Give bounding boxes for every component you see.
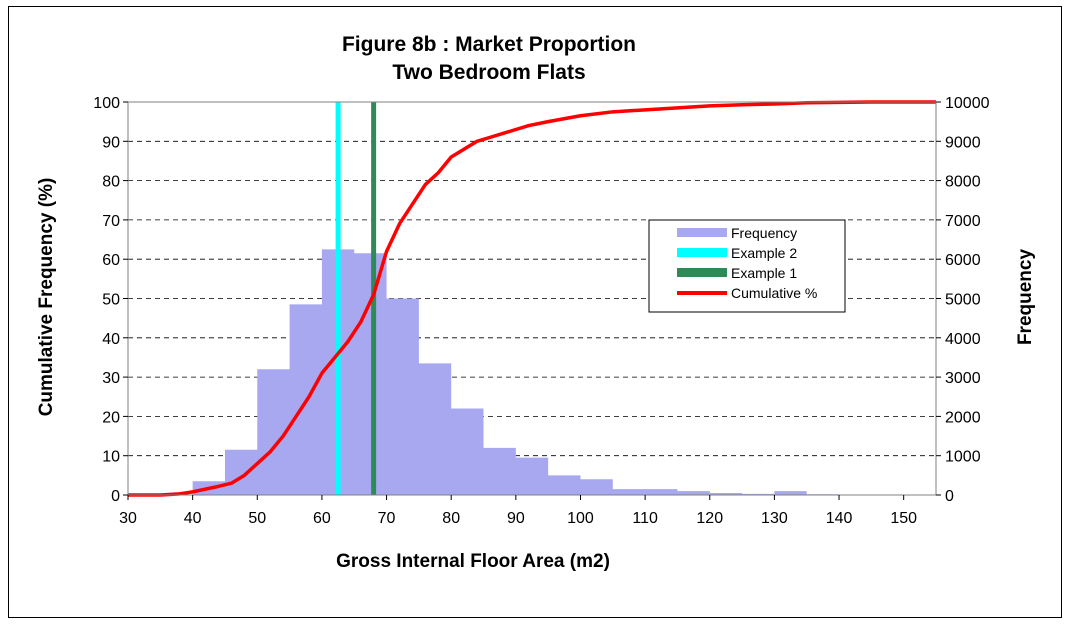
legend-label-example1: Example 1 <box>731 265 797 281</box>
y-left-tick-label: 20 <box>102 409 120 426</box>
y-left-tick-label: 40 <box>102 331 120 348</box>
legend: Frequency Example 2 Example 1 Cumulative… <box>648 219 846 313</box>
chart-frame: Figure 8b : Market Proportion Two Bedroo… <box>8 6 1062 618</box>
legend-swatch-frequency <box>677 228 727 237</box>
cumulative-polyline <box>128 100 936 497</box>
x-tick-label: 150 <box>890 510 917 527</box>
y-left-tick-label: 0 <box>111 488 120 505</box>
x-tick-label: 100 <box>567 510 594 527</box>
legend-label-example2: Example 2 <box>731 245 797 261</box>
y-right-tick-label: 10000 <box>945 95 990 112</box>
legend-label-cumulative: Cumulative % <box>731 285 817 301</box>
y-left-tick-label: 70 <box>102 213 120 230</box>
y-left-tick-label: 90 <box>102 134 120 151</box>
y-left-tick-label: 60 <box>102 252 120 269</box>
y-right-tick-label: 7000 <box>945 213 981 230</box>
x-tick-label: 30 <box>119 510 137 527</box>
x-axis-title: Gross Internal Floor Area (m2) <box>336 551 610 572</box>
x-tick-label: 140 <box>826 510 853 527</box>
chart-title-line2: Two Bedroom Flats <box>392 61 585 84</box>
legend-swatch-example1 <box>677 268 727 277</box>
x-tick-label: 110 <box>632 510 658 527</box>
legend-swatch-example2 <box>677 248 727 257</box>
y-right-tick-label: 1000 <box>945 449 981 466</box>
x-tick-label: 50 <box>248 510 266 527</box>
x-tick-label: 90 <box>507 510 525 527</box>
axes: 0102030405060708090100010002000300040005… <box>93 95 989 527</box>
y-left-tick-label: 30 <box>102 370 120 387</box>
frequency-area <box>128 249 936 495</box>
chart-title-line1: Figure 8b : Market Proportion <box>342 33 636 56</box>
y-right-tick-label: 0 <box>945 488 954 505</box>
y-right-tick-label: 4000 <box>945 331 981 348</box>
y-right-tick-label: 8000 <box>945 174 981 191</box>
chart: Figure 8b : Market Proportion Two Bedroo… <box>36 33 1036 572</box>
y-right-tick-label: 6000 <box>945 252 981 269</box>
y-right-axis-title: Frequency <box>1015 249 1036 346</box>
y-left-tick-label: 100 <box>93 95 120 112</box>
x-tick-label: 70 <box>378 510 396 527</box>
x-tick-label: 80 <box>442 510 460 527</box>
x-tick-label: 40 <box>184 510 202 527</box>
y-right-tick-label: 5000 <box>945 292 981 309</box>
y-right-tick-label: 2000 <box>945 409 981 426</box>
y-left-axis-title: Cumulative Frequency (%) <box>36 178 57 417</box>
frequency-area-path <box>128 249 936 495</box>
y-right-tick-label: 3000 <box>945 370 981 387</box>
y-left-tick-label: 10 <box>102 449 120 466</box>
y-left-tick-label: 50 <box>102 292 120 309</box>
x-tick-label: 120 <box>696 510 723 527</box>
y-left-tick-label: 80 <box>102 174 120 191</box>
legend-label-frequency: Frequency <box>731 225 797 241</box>
y-right-tick-label: 9000 <box>945 134 981 151</box>
x-tick-label: 60 <box>313 510 331 527</box>
x-tick-label: 130 <box>761 510 788 527</box>
cumulative-line <box>128 100 936 497</box>
